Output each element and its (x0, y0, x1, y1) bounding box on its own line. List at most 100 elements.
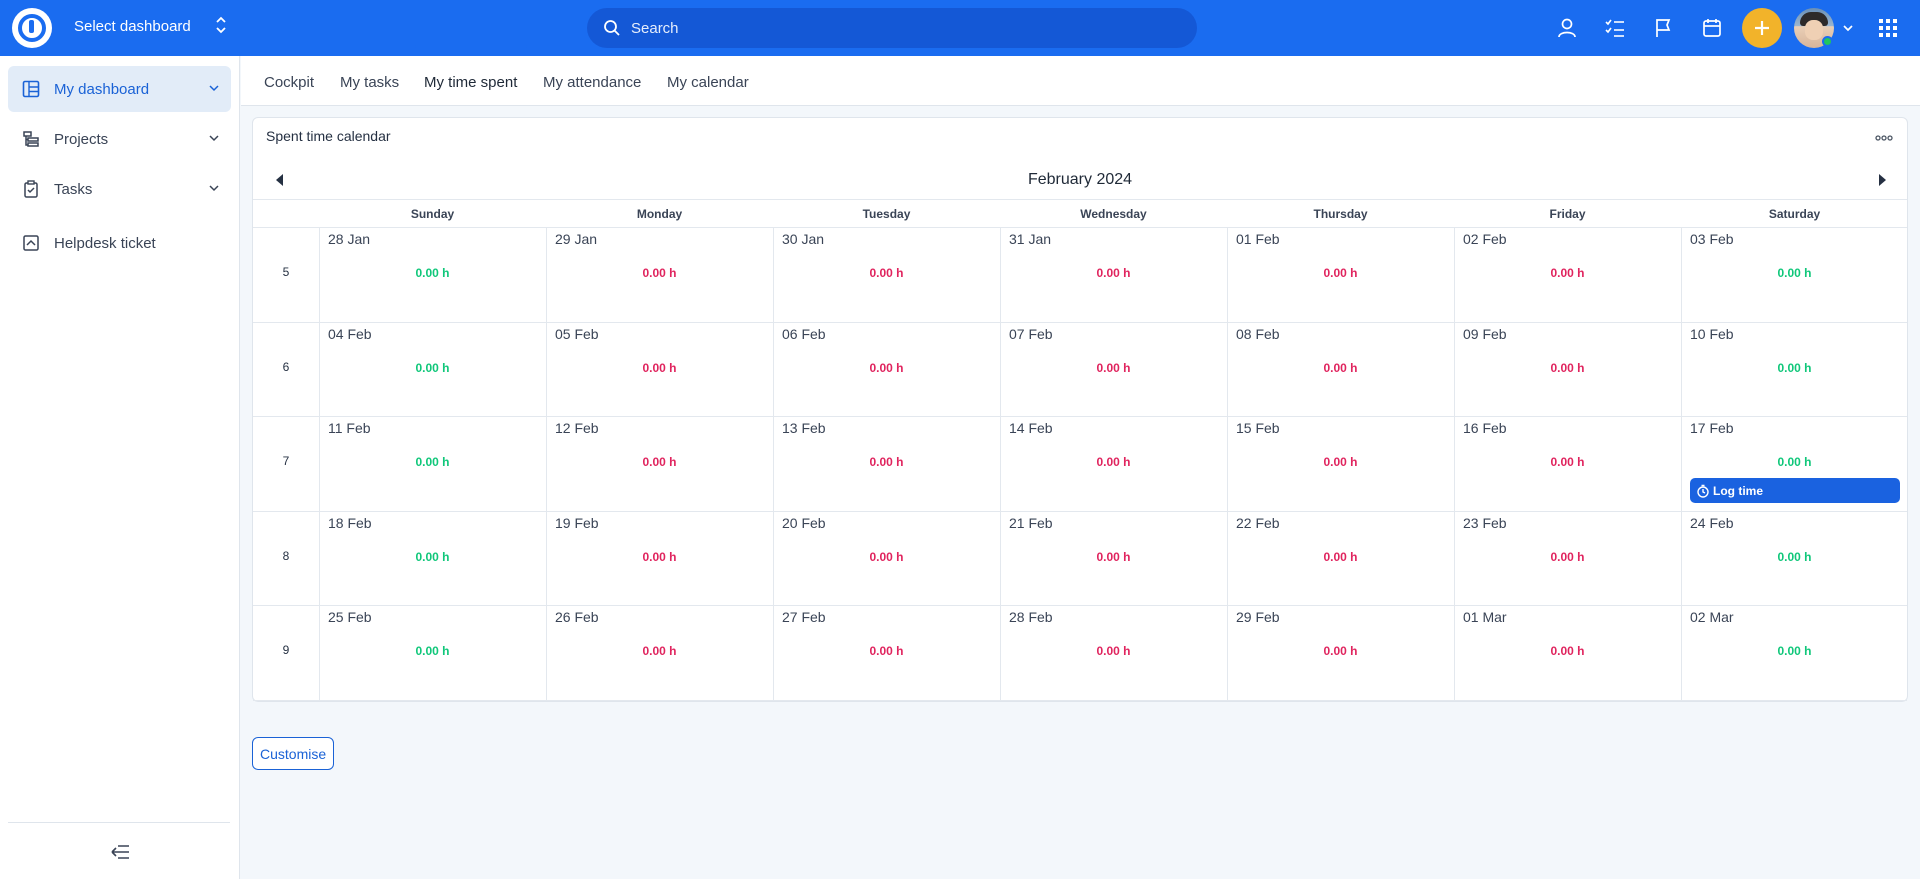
card-title: Spent time calendar (266, 128, 391, 144)
day-date: 27 Feb (782, 609, 826, 626)
spent-hours[interactable]: 0.00 h (1096, 266, 1131, 280)
grid-line (319, 227, 320, 700)
task-list-icon[interactable] (1601, 14, 1629, 42)
avatar[interactable] (1794, 8, 1834, 48)
quick-add-button[interactable] (1742, 8, 1782, 48)
calendar-icon[interactable] (1698, 14, 1726, 42)
spent-hours[interactable]: 0.00 h (1550, 360, 1585, 375)
spent-hours[interactable]: 0.00 h (1096, 455, 1131, 470)
tab-my-calendar[interactable]: My calendar (667, 74, 749, 91)
weekday-header: Sunday (410, 207, 455, 221)
spent-hours[interactable]: 0.00 h (1323, 360, 1358, 375)
day-date: 13 Feb (782, 420, 826, 437)
tab-my-attendance[interactable]: My attendance (543, 74, 642, 91)
spent-hours[interactable]: 0.00 h (1096, 644, 1131, 659)
tab-my-tasks[interactable]: My tasks (340, 74, 400, 91)
day-date: 05 Feb (555, 325, 599, 342)
week-number: 6 (282, 359, 290, 374)
grid-line (546, 227, 547, 700)
more-options-icon[interactable] (1875, 128, 1893, 146)
spent-hours[interactable]: 0.00 h (642, 644, 677, 659)
apps-grid-icon[interactable] (1874, 14, 1902, 42)
spent-hours[interactable]: 0.00 h (1777, 360, 1812, 375)
sidebar-item-my-dashboard[interactable]: My dashboard (8, 66, 231, 112)
grid-line (253, 605, 1907, 607)
sidebar: My dashboard Projects Tasks Helpdesk tic… (0, 56, 240, 879)
day-date: 03 Feb (1690, 231, 1734, 247)
spent-hours[interactable]: 0.00 h (415, 360, 450, 375)
spent-hours[interactable]: 0.00 h (869, 644, 904, 659)
app-logo[interactable] (12, 8, 52, 48)
spent-hours[interactable]: 0.00 h (415, 266, 450, 280)
day-date: 30 Jan (782, 231, 825, 247)
day-date: 26 Feb (555, 609, 599, 626)
chevron-down-icon[interactable] (1834, 14, 1862, 42)
spent-hours[interactable]: 0.00 h (1550, 266, 1585, 280)
spent-hours[interactable]: 0.00 h (1323, 644, 1358, 659)
spent-hours[interactable]: 0.00 h (1323, 455, 1358, 470)
spent-hours[interactable]: 0.00 h (642, 266, 677, 280)
collapse-sidebar-icon[interactable] (108, 840, 132, 864)
spent-hours[interactable]: 0.00 h (1550, 644, 1585, 659)
day-date: 16 Feb (1463, 420, 1507, 437)
grid-line (253, 321, 1907, 323)
spent-hours[interactable]: 0.00 h (869, 549, 904, 564)
avatar-face (1805, 20, 1823, 40)
spent-hours[interactable]: 0.00 h (869, 360, 904, 375)
spent-hours[interactable]: 0.00 h (415, 455, 450, 470)
customise-button[interactable]: Customise (252, 737, 335, 770)
tasks-icon (22, 180, 40, 198)
spent-hours[interactable]: 0.00 h (1777, 549, 1812, 564)
spent-hours[interactable]: 0.00 h (869, 266, 904, 280)
spent-hours[interactable]: 0.00 h (1777, 644, 1812, 659)
spent-hours[interactable]: 0.00 h (869, 455, 904, 470)
dashboard-select-label[interactable]: Select dashboard (74, 18, 191, 35)
spent-hours[interactable]: 0.00 h (1096, 549, 1131, 564)
week-number: 7 (282, 454, 290, 469)
spent-hours[interactable]: 0.00 h (1550, 455, 1585, 470)
search-icon (604, 20, 620, 36)
previous-month-button[interactable] (276, 174, 283, 186)
search-bar[interactable] (587, 8, 1197, 48)
tab-cockpit[interactable]: Cockpit (264, 74, 315, 91)
search-input[interactable] (631, 19, 1151, 37)
sidebar-item-label: My dashboard (54, 80, 150, 98)
sidebar-item-projects[interactable]: Projects (8, 116, 231, 162)
flag-icon[interactable] (1649, 14, 1677, 42)
grid-line (253, 700, 1907, 701)
spent-hours[interactable]: 0.00 h (1550, 549, 1585, 564)
month-title: February 2024 (1027, 171, 1133, 188)
spent-hours[interactable]: 0.00 h (642, 360, 677, 375)
day-date: 07 Feb (1009, 325, 1053, 342)
log-time-button[interactable]: Log time (1690, 478, 1900, 503)
spent-hours[interactable]: 0.00 h (1096, 360, 1131, 375)
user-icon[interactable] (1553, 14, 1581, 42)
next-month-button[interactable] (1879, 174, 1886, 186)
online-status-dot (1822, 36, 1833, 47)
spent-hours[interactable]: 0.00 h (1323, 549, 1358, 564)
spent-hours[interactable]: 0.00 h (642, 549, 677, 564)
logo-mark-icon (18, 14, 46, 42)
weekday-header: Wednesday (1080, 207, 1147, 221)
chevron-down-icon[interactable] (207, 181, 221, 195)
spent-hours[interactable]: 0.00 h (642, 455, 677, 470)
spent-hours[interactable]: 0.00 h (415, 549, 450, 564)
chevron-down-icon[interactable] (207, 81, 221, 95)
sidebar-item-tasks[interactable]: Tasks (8, 166, 231, 212)
select-arrows-icon[interactable] (214, 15, 228, 37)
spent-hours[interactable]: 0.00 h (1777, 266, 1812, 280)
spent-hours[interactable]: 0.00 h (1323, 266, 1358, 280)
weekday-header: Thursday (1313, 207, 1368, 221)
spent-hours[interactable]: 0.00 h (415, 644, 450, 659)
tab-my-time-spent[interactable]: My time spent (424, 74, 518, 91)
day-date: 23 Feb (1463, 514, 1507, 531)
helpdesk-icon (22, 234, 40, 252)
day-date: 19 Feb (555, 514, 599, 531)
grid-line (253, 510, 1907, 512)
chevron-down-icon[interactable] (207, 131, 221, 145)
top-bar: Select dashboard (0, 0, 1920, 56)
day-date: 21 Feb (1009, 514, 1053, 531)
day-date: 24 Feb (1690, 514, 1734, 531)
spent-hours[interactable]: 0.00 h (1777, 455, 1812, 470)
sidebar-item-helpdesk-ticket[interactable]: Helpdesk ticket (8, 220, 231, 266)
